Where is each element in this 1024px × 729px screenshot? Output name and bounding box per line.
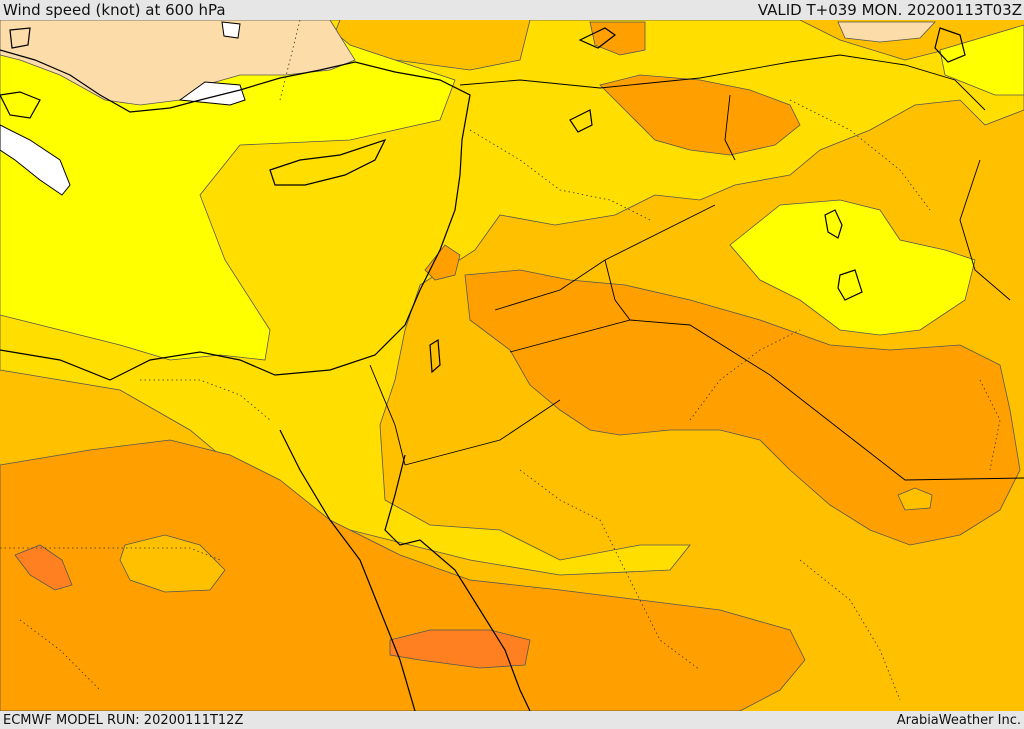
band-amber-patch-e	[897, 487, 933, 511]
band-yellow-ne	[939, 24, 1024, 96]
water-aegean-island	[0, 124, 71, 196]
band-orange-cap	[589, 21, 646, 56]
band-orange-levant	[424, 244, 461, 281]
band-orange-east	[464, 269, 1021, 546]
water-inlet-nw	[221, 21, 241, 39]
map-title: Wind speed (knot) at 600 hPa	[3, 1, 226, 19]
wind-speed-map	[0, 20, 1024, 711]
footer-bar: ECMWF MODEL RUN: 20200111T12Z ArabiaWeat…	[0, 711, 1024, 729]
map-panel[interactable]	[0, 20, 1024, 711]
borders	[369, 54, 1024, 481]
model-run: ECMWF MODEL RUN: 20200111T12Z	[3, 712, 244, 728]
band-amber-patch-sw	[119, 534, 226, 593]
admin-boundaries	[0, 20, 1001, 701]
coastlines	[0, 27, 966, 711]
band-light-orange-ne	[837, 21, 936, 43]
credit: ArabiaWeather Inc.	[896, 712, 1021, 728]
band-dark-orange-west	[14, 544, 73, 591]
band-dark-orange-red-sea	[389, 629, 531, 669]
band-yellow-east	[729, 199, 976, 336]
band-orange-south	[0, 439, 806, 711]
water-black-sea-edge	[178, 81, 246, 106]
band-yellow	[0, 20, 456, 361]
valid-time: VALID T+039 MON. 20200113T03Z	[757, 1, 1022, 19]
header-bar: Wind speed (knot) at 600 hPa VALID T+039…	[0, 0, 1024, 20]
band-gold	[0, 20, 1024, 576]
